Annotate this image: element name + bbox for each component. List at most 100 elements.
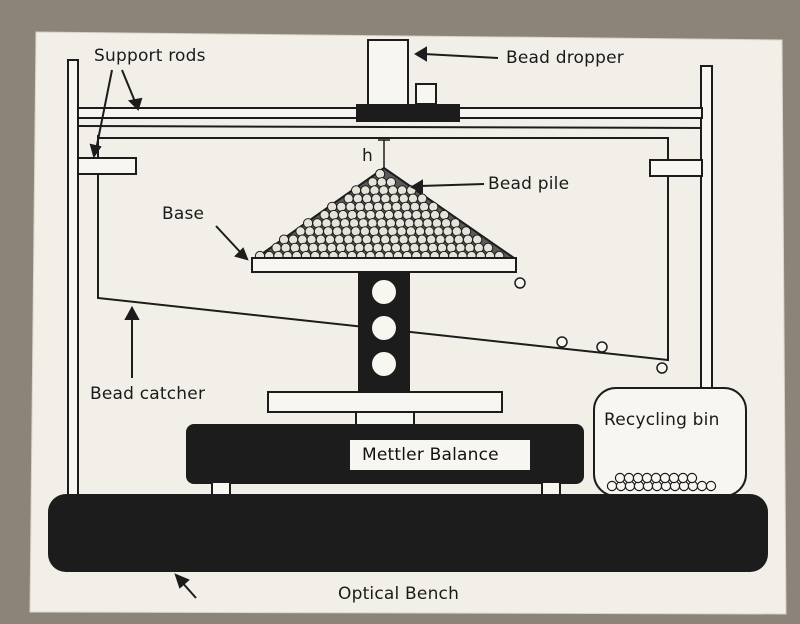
recycled-bead xyxy=(696,480,708,492)
pile-bead xyxy=(391,201,402,212)
pile-bead xyxy=(402,209,413,221)
pile-bead xyxy=(349,218,360,229)
pile-bead xyxy=(306,234,317,245)
pile-bead xyxy=(389,234,400,245)
pile-bead xyxy=(378,185,389,196)
pile-bead xyxy=(376,218,387,229)
pile-bead xyxy=(354,201,365,212)
pile-bead xyxy=(462,234,474,245)
pile-bead xyxy=(365,209,376,221)
pile-bead xyxy=(411,209,422,221)
pile-bead xyxy=(370,234,382,245)
recycled-bead xyxy=(659,472,671,484)
pile-bead xyxy=(464,242,475,253)
left-clamp xyxy=(77,157,137,175)
pile-bead xyxy=(356,209,367,221)
pile-bead xyxy=(336,201,347,212)
pile-bead xyxy=(382,201,393,212)
left-support-rod xyxy=(67,59,79,501)
pile-bead xyxy=(400,201,411,212)
recycled-bead xyxy=(650,472,662,484)
pile-bead xyxy=(358,218,369,229)
pile-bead xyxy=(405,226,416,237)
pile-bead xyxy=(380,234,391,245)
pile-bead xyxy=(473,242,484,253)
pile-bead xyxy=(387,226,398,237)
pile-bead xyxy=(363,201,374,212)
pile-bead xyxy=(367,218,378,229)
pile-bead xyxy=(371,193,382,204)
pile-bead xyxy=(472,234,483,245)
pile-bead xyxy=(381,242,392,253)
label-bead-dropper: Bead dropper xyxy=(506,48,624,68)
column-hole-2 xyxy=(372,316,396,340)
pile-bead xyxy=(352,193,363,204)
label-support-rods: Support rods xyxy=(94,46,206,66)
pile-bead xyxy=(345,201,356,212)
bead-dropper-mount xyxy=(356,104,460,122)
label-recycling-bin: Recycling bin xyxy=(604,410,720,430)
label-bead-catcher: Bead catcher xyxy=(90,384,206,404)
pile-bead xyxy=(455,242,466,253)
pile-bead xyxy=(278,234,290,245)
pile-bead xyxy=(374,209,385,221)
label-optical-bench: Optical Bench xyxy=(338,584,460,604)
pile-bead xyxy=(426,234,437,245)
recycled-bead xyxy=(668,472,680,484)
pile-bead xyxy=(369,226,380,237)
pile-base xyxy=(251,257,517,273)
pile-bead xyxy=(375,168,386,180)
pile-bead xyxy=(328,209,339,221)
pile-bead xyxy=(303,218,314,229)
pile-bead xyxy=(444,234,455,245)
pile-bead xyxy=(312,218,323,229)
pile-bead xyxy=(341,226,352,237)
column-hole-3 xyxy=(372,352,396,376)
pile-bead xyxy=(361,234,372,245)
pile-bead xyxy=(393,209,404,221)
optical-bench xyxy=(48,494,768,572)
pile-bead xyxy=(413,218,424,229)
falling-bead xyxy=(596,341,608,353)
pile-bead xyxy=(332,226,343,237)
pile-bead xyxy=(295,226,306,237)
pile-bead xyxy=(373,201,384,212)
pile-bead xyxy=(427,242,438,253)
pile-bead xyxy=(383,209,395,221)
right-clamp xyxy=(649,159,703,177)
recycled-bead xyxy=(606,480,618,492)
pile-bead xyxy=(461,226,472,237)
pile-bead xyxy=(391,242,402,253)
label-base: Base xyxy=(162,204,205,224)
pile-bead xyxy=(450,218,461,229)
recycled-bead xyxy=(641,472,653,484)
pile-bead xyxy=(420,209,431,221)
pile-bead xyxy=(367,177,378,188)
label-bead-pile: Bead pile xyxy=(488,174,570,194)
pile-bead xyxy=(297,234,308,245)
pile-bead xyxy=(416,234,428,245)
pile-bead xyxy=(347,209,358,221)
pile-bead xyxy=(324,234,336,245)
pile-bead xyxy=(326,242,337,253)
pile-bead xyxy=(396,226,407,237)
pile-bead xyxy=(380,193,391,204)
pile-bead xyxy=(441,218,452,229)
pile-bead xyxy=(418,242,429,253)
pile-bead xyxy=(437,242,448,253)
pile-bead xyxy=(335,242,346,253)
pile-bead xyxy=(407,193,419,204)
recycled-bead xyxy=(686,472,698,484)
pile-bead xyxy=(431,218,442,229)
column-hole-1 xyxy=(372,280,396,304)
pile-bead xyxy=(409,242,420,253)
pile-bead xyxy=(337,209,349,221)
pile-bead xyxy=(319,209,330,221)
pointer-arrows xyxy=(89,46,499,599)
pile-bead xyxy=(351,185,362,196)
balance-pan xyxy=(267,391,503,413)
pile-bead xyxy=(345,242,356,253)
pile-bead xyxy=(398,193,409,204)
